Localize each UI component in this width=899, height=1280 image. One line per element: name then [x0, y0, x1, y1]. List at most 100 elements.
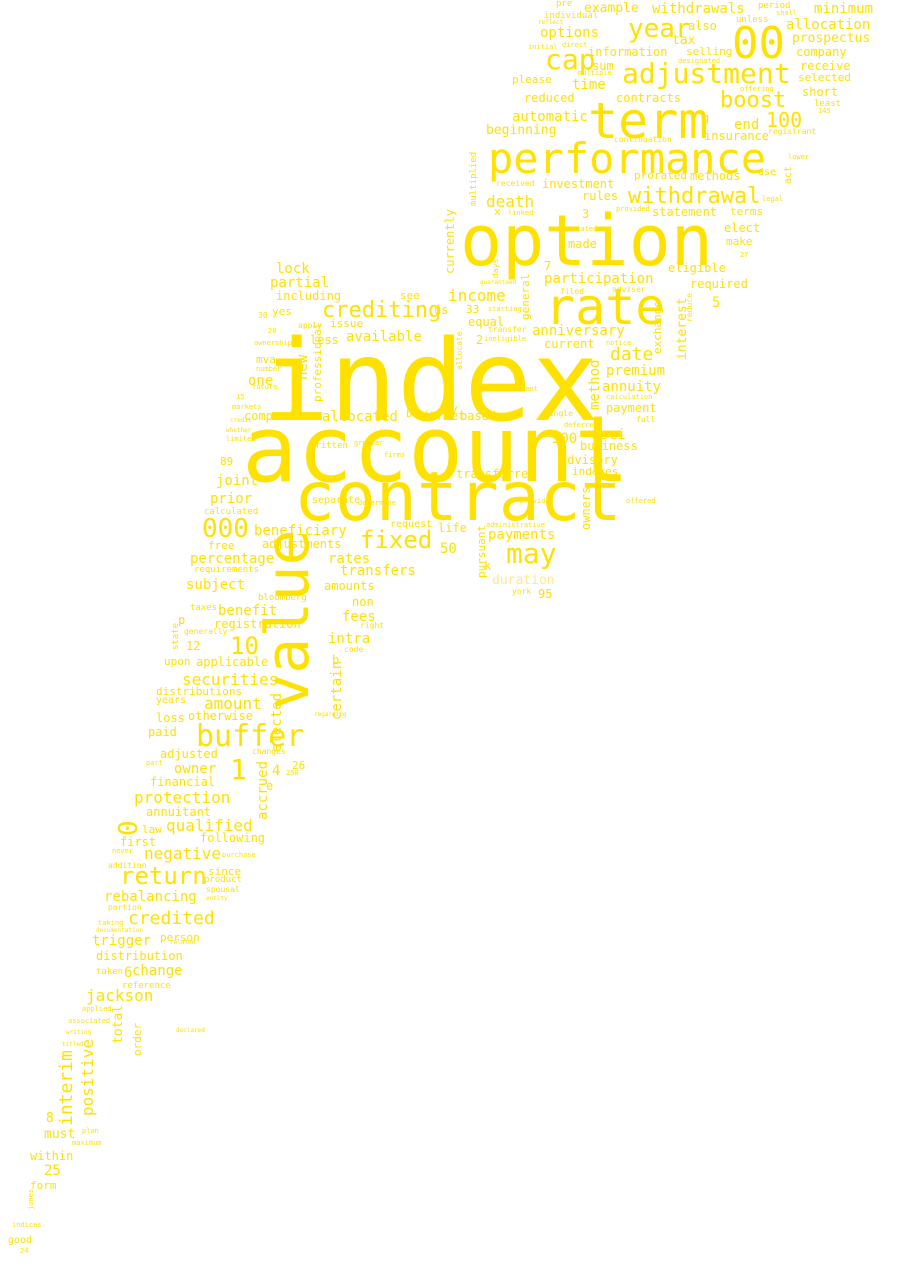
word-direct: direct: [562, 41, 588, 49]
word-greater: greater: [354, 439, 384, 447]
word-calculation: calculation: [606, 393, 653, 401]
word-period: period: [758, 1, 791, 11]
word-return: return: [120, 862, 207, 890]
word-also: also: [688, 19, 717, 33]
word-issue: issue: [330, 317, 364, 330]
word-elected: elected: [269, 692, 285, 752]
word-sum: sum: [592, 59, 614, 73]
word-including: including: [276, 289, 342, 303]
word-market: market: [422, 409, 466, 423]
word-writing: writing: [66, 1029, 92, 1036]
word-10: 10: [230, 632, 259, 660]
word-24: 24: [20, 1247, 29, 1255]
word-life: life: [438, 521, 467, 535]
word-administrative: administrative: [486, 521, 546, 529]
word-anniversary: anniversary: [532, 323, 625, 339]
word-number: number: [256, 365, 282, 373]
word-amendment: amendment: [500, 385, 538, 393]
word-total: total: [111, 1004, 126, 1044]
word-performance: performance: [488, 134, 767, 183]
word-distributions: distributions: [156, 685, 243, 698]
word-p: p: [178, 613, 186, 627]
word-death: death: [486, 192, 535, 211]
word-good: good: [8, 1235, 33, 1246]
word-business: business: [580, 439, 638, 453]
word-95: 95: [538, 587, 553, 601]
word-separate: separate: [312, 495, 361, 506]
word-positive: positive: [78, 1038, 97, 1116]
word-2: 2: [476, 333, 484, 347]
word-registrant: registrant: [768, 127, 817, 136]
word-offered: offered: [626, 497, 656, 505]
word-30: 30: [258, 311, 268, 320]
word-transfer: transfer: [488, 325, 527, 334]
word-7: 7: [544, 259, 552, 273]
word-ny: ny: [442, 403, 458, 418]
word-trigger: trigger: [92, 933, 152, 949]
word-information: information: [588, 45, 668, 59]
word-titled: titled: [62, 1041, 84, 1048]
word-145: 145: [818, 107, 831, 115]
word-contracts: contracts: [616, 91, 682, 105]
word-addition: addition: [108, 861, 147, 870]
word-100: 100: [766, 108, 803, 132]
word-selected: selected: [798, 71, 851, 84]
word-shall: shall: [776, 9, 798, 17]
word-markets: markets: [232, 403, 262, 411]
word-0: 0: [114, 820, 144, 836]
word-25: 25: [44, 1163, 61, 1179]
word-applied: applied: [82, 1005, 112, 1013]
word-effective: effective: [443, 358, 452, 402]
word-duration: duration: [492, 573, 555, 588]
word-act: act: [783, 165, 794, 184]
word-taking: taking: [98, 919, 124, 927]
word-8: 8: [46, 1111, 54, 1126]
word-reflect: reflect: [538, 19, 564, 26]
word-made: made: [568, 237, 597, 251]
word-participation: participation: [544, 271, 654, 287]
word-ownership: ownership: [254, 339, 292, 347]
word-distribution: distribution: [96, 949, 183, 963]
word-lock: lock: [276, 261, 310, 277]
word-plan: plan: [82, 1127, 99, 1135]
word-since: since: [208, 865, 242, 878]
word-taxes: taxes: [190, 603, 218, 613]
word-rebalancing: rebalancing: [104, 889, 197, 905]
word-payment: payment: [606, 401, 657, 415]
word-adviser: adviser: [612, 285, 646, 294]
word-least: least: [814, 99, 842, 109]
word-purchase: purchase: [222, 851, 256, 859]
word-otherwise: otherwise: [188, 709, 254, 723]
word-limited: limited: [226, 435, 256, 443]
word-000: 000: [202, 514, 249, 544]
word-ineligible: ineligible: [484, 335, 527, 343]
word-adjustment: adjustment: [622, 57, 791, 90]
word-allocate: allocate: [455, 331, 464, 370]
word-general: general: [519, 273, 532, 320]
word-joint: joint: [216, 473, 259, 489]
word-reference: reference: [122, 981, 171, 991]
word-starting: starting: [488, 305, 522, 313]
word-6: 6: [124, 965, 133, 981]
word-apply: apply: [298, 321, 323, 330]
word-bloomberg: bloomberg: [258, 593, 307, 603]
word-credited: credited: [128, 908, 215, 929]
word-g: g: [702, 111, 710, 125]
word-amount: amount: [204, 694, 262, 713]
word-stated: stated: [572, 225, 598, 233]
word-right: right: [360, 621, 385, 630]
word-pre: pre: [556, 0, 573, 9]
word-crediting: crediting: [322, 298, 442, 323]
word-20: 20: [268, 327, 277, 335]
word-begin: begin: [406, 409, 437, 420]
word-option: option: [460, 200, 713, 282]
word-must: must: [44, 1127, 76, 1142]
word-500: 500: [552, 431, 578, 447]
word-income: income: [448, 286, 506, 305]
word-use: use: [758, 167, 777, 178]
word-form: form: [30, 1179, 57, 1192]
word-partial: partial: [270, 275, 330, 291]
word-please: please: [512, 73, 552, 86]
word-mva: mva: [256, 353, 276, 366]
word-based: based: [460, 409, 497, 423]
